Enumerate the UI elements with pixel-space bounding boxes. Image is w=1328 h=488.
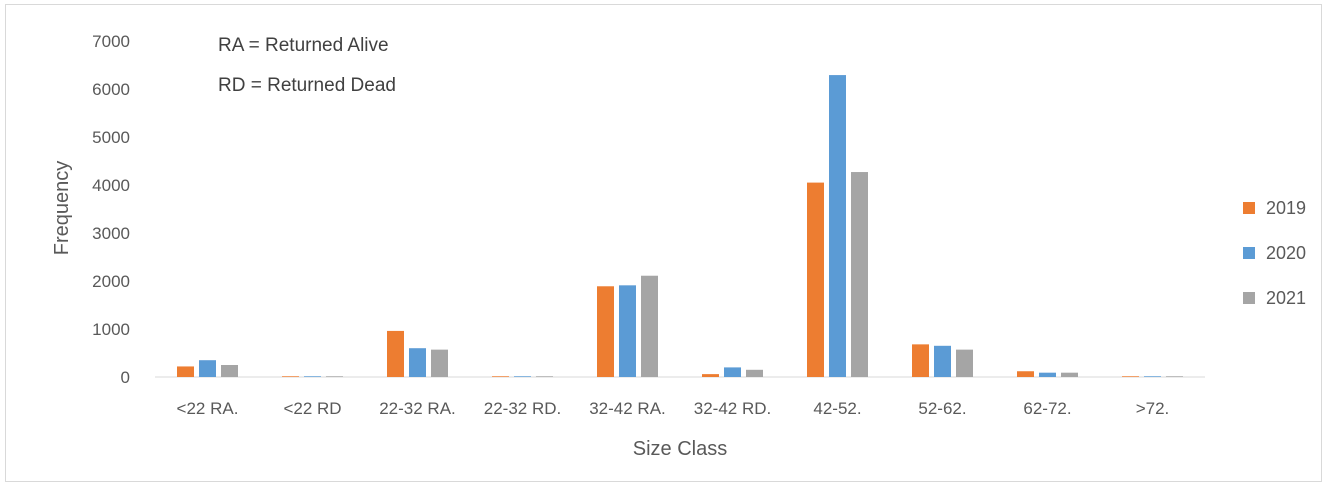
legend-label-2019: 2019 — [1266, 198, 1306, 218]
bar-2020-3 — [514, 376, 531, 377]
legend-swatch-2019 — [1243, 202, 1255, 214]
bar-2021-6 — [851, 172, 868, 377]
y-axis-title: Frequency — [51, 161, 73, 256]
x-axis-ticks: <22 RA. <22 RD 22-32 RA. 22-32 RD. 32-42 RA.… — [177, 399, 1170, 418]
legend: 2019 2020 2021 — [1243, 198, 1306, 308]
bar-2020-7 — [934, 345, 951, 377]
legend-swatch-2021 — [1243, 292, 1255, 304]
bar-2019-5 — [702, 374, 719, 377]
bars — [177, 75, 1183, 377]
bar-2019-3 — [492, 376, 509, 377]
bar-2019-8 — [1017, 371, 1034, 377]
y-tick-label: 1000 — [92, 320, 130, 339]
x-tick-label: >72. — [1136, 399, 1170, 418]
y-tick-label: 3000 — [92, 224, 130, 243]
bar-2021-8 — [1061, 372, 1078, 377]
bar-2021-1 — [326, 376, 343, 377]
bar-2019-1 — [282, 376, 299, 377]
x-tick-label: 42-52. — [813, 399, 861, 418]
annotation-returned-dead: RD = Returned Dead — [218, 75, 396, 96]
x-tick-label: 32-42 RD. — [694, 399, 771, 418]
bar-2021-5 — [746, 369, 763, 377]
bar-2019-6 — [807, 182, 824, 377]
annotation-returned-alive: RA = Returned Alive — [218, 35, 389, 56]
bar-2021-7 — [956, 349, 973, 377]
chart-frame — [5, 4, 1322, 482]
legend-label-2021: 2021 — [1266, 288, 1306, 308]
y-tick-label: 5000 — [92, 128, 130, 147]
bar-2020-0 — [199, 360, 216, 377]
y-tick-label: 6000 — [92, 80, 130, 99]
x-tick-label: <22 RD — [283, 399, 341, 418]
y-tick-label: 4000 — [92, 176, 130, 195]
bar-2020-2 — [409, 348, 426, 377]
bar-2019-2 — [387, 330, 404, 377]
legend-swatch-2020 — [1243, 247, 1255, 259]
bar-2021-2 — [431, 349, 448, 377]
x-tick-label: 52-62. — [918, 399, 966, 418]
bar-2021-9 — [1166, 376, 1183, 377]
bar-2021-4 — [641, 275, 658, 377]
bar-2020-1 — [304, 376, 321, 377]
legend-label-2020: 2020 — [1266, 243, 1306, 263]
y-tick-label: 7000 — [92, 32, 130, 51]
bar-2020-4 — [619, 285, 636, 377]
bar-2020-9 — [1144, 376, 1161, 377]
bar-2019-9 — [1122, 376, 1139, 377]
x-axis-title: Size Class — [633, 438, 727, 460]
bar-2021-0 — [221, 365, 238, 377]
bar-2019-7 — [912, 344, 929, 377]
x-tick-label: 62-72. — [1023, 399, 1071, 418]
bar-2020-8 — [1039, 372, 1056, 377]
x-tick-label: <22 RA. — [177, 399, 239, 418]
x-tick-label: 32-42 RA. — [589, 399, 666, 418]
bar-2021-3 — [536, 376, 553, 377]
bar-2019-4 — [597, 286, 614, 377]
x-tick-label: 22-32 RD. — [484, 399, 561, 418]
bar-2020-6 — [829, 75, 846, 377]
y-axis-ticks: 0 1000 2000 3000 4000 5000 6000 7000 — [92, 32, 130, 387]
x-tick-label: 22-32 RA. — [379, 399, 456, 418]
bar-2019-0 — [177, 366, 194, 377]
bar-2020-5 — [724, 367, 741, 377]
y-tick-label: 2000 — [92, 272, 130, 291]
y-tick-label: 0 — [121, 368, 130, 387]
